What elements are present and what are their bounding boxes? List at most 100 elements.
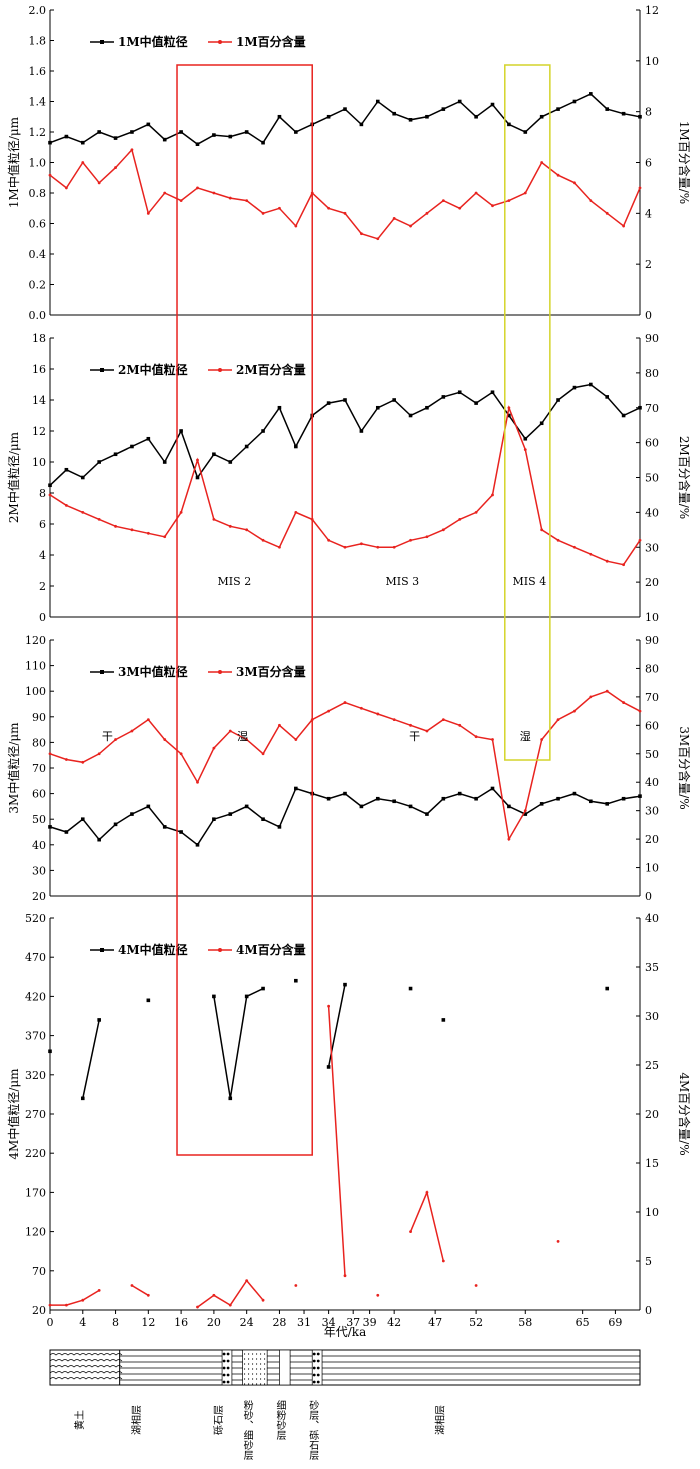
data-point [64,186,68,190]
right-tick-label: 8 [645,106,652,119]
highlight-boxes [176,64,551,1156]
data-point [179,130,183,134]
data-point [605,107,610,111]
data-point [343,701,347,704]
data-point [458,517,462,521]
x-tick-label: 31 [297,1316,311,1329]
left-tick-label: 70 [32,762,46,775]
right-tick-label: 70 [645,691,659,704]
data-point [573,709,576,713]
gravel-dot [312,1373,316,1377]
data-point [64,758,68,761]
data-point [130,812,134,816]
data-point [278,206,281,210]
data-point [130,444,134,449]
data-point [64,134,69,139]
data-point [556,398,560,402]
x-tick-label: 24 [240,1316,254,1329]
right-tick-label: 0 [645,1304,652,1317]
data-point [425,729,429,733]
x-tick-label: 12 [141,1316,155,1329]
data-point [179,429,183,433]
sand-dot [251,1368,254,1370]
sand-dot [243,1383,246,1385]
x-tick-label: 58 [518,1316,532,1329]
sand-dot [263,1368,266,1370]
left-tick-label: 270 [25,1108,46,1121]
data-point [589,92,593,96]
data-point [196,780,199,784]
right-tick-label: 10 [645,862,659,875]
data-point [409,538,412,542]
data-point [605,689,609,693]
red-box [176,64,313,1156]
legend-marker [218,670,222,674]
data-point [359,542,363,546]
data-point [80,817,85,821]
data-point [621,796,626,801]
data-point [457,791,462,796]
data-point [556,173,560,177]
strata-label: 细粉砂层 [274,1399,286,1441]
right-tick-label: 10 [645,1206,659,1219]
strata-label: 砾石层 [212,1405,225,1435]
right-tick-label: 50 [645,472,659,485]
right-axis-title: 1M百分含量/% [677,121,692,204]
sand-dot [243,1368,246,1370]
x-tick-label: 47 [428,1316,442,1329]
shared-x-axis: 0 4 8 12 16 20 24 28 31 34 37 39 42 47 52 58 65 69 [47,1310,622,1329]
data-point [294,1284,298,1287]
data-point [162,460,167,464]
data-point [392,398,396,402]
left-tick-label: 40 [32,839,46,852]
data-point [327,1004,331,1008]
strata-column: 黄土 湖相层 砾石层 粉砂、细砂层 细粉砂层 砂层、砾石层 湖相层 [49,1349,641,1461]
data-point [97,1289,101,1292]
sand-dot [251,1353,254,1355]
sand-dot [251,1383,254,1385]
data-point [458,206,462,210]
panel-2M: 0 2 4 6 8 10 12 14 16 18 10 20 30 40 50 60 70 80 90 2M中值粒径/… [6,332,692,624]
sand-dot [251,1373,254,1375]
left-tick-label: 2.0 [29,4,47,17]
data-point [605,559,609,563]
data-point [48,173,52,177]
data-point [343,211,347,215]
data-point [392,799,396,804]
data-point [326,401,331,405]
left-tick-label: 220 [25,1147,46,1160]
data-point [572,791,577,796]
sand-dot [251,1363,254,1365]
loess-pattern [49,1365,123,1368]
sand-dot [243,1353,246,1355]
data-point [113,452,118,457]
data-point [539,114,544,119]
data-point [425,535,429,539]
left-tick-label: 370 [25,1030,46,1043]
loess-pattern [49,1371,123,1374]
data-point [130,1284,134,1287]
data-point [228,460,233,464]
sand-dot [263,1378,266,1380]
sand-dot [251,1358,254,1360]
data-point [359,429,364,433]
left-axis-title: 1M中值粒径/μm [6,116,21,208]
data-point [490,102,495,107]
data-point [408,413,413,418]
left-axis-title: 3M中值粒径/μm [6,722,21,814]
left-tick-label: 0.2 [29,279,47,292]
data-point [376,545,380,549]
series-line-3M百分含量 [49,690,641,842]
data-point [539,421,544,426]
x-tick-label: 69 [608,1316,622,1329]
data-point [474,796,478,801]
data-point [48,825,52,829]
data-point [261,429,265,433]
right-tick-label: 30 [645,805,659,818]
data-point [244,130,249,134]
gravel-dot [312,1352,316,1356]
data-point [409,1230,412,1233]
panels: 0.0 0.2 0.4 0.6 0.8 1.0 1.2 1.4 1.6 1.8 2.0 0 2 4 6 8 10… [6,4,692,1317]
data-point [621,111,626,116]
data-point [408,118,413,122]
